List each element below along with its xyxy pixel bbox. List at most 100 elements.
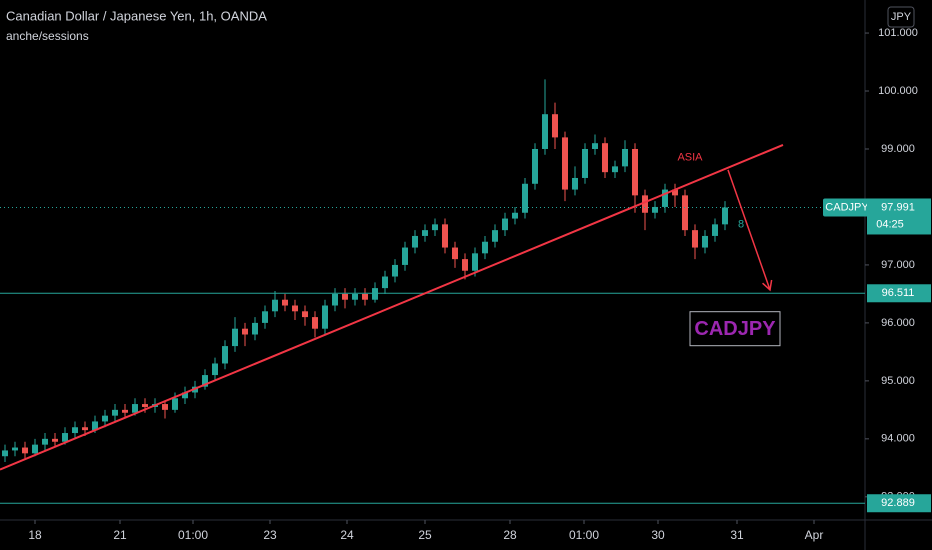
candle-body (452, 247, 458, 260)
arrow-line (727, 169, 771, 291)
candle-body (292, 305, 298, 312)
x-tick-label: 01:00 (178, 528, 208, 542)
x-tick-label: 21 (113, 528, 127, 542)
y-tick-label: 95.000 (881, 375, 915, 387)
candle-body (242, 328, 248, 335)
x-tick-label: 31 (730, 528, 744, 542)
x-tick-label: 25 (418, 528, 432, 542)
candle-body (132, 404, 138, 413)
candle-body (62, 433, 68, 442)
candle-body (712, 224, 718, 236)
label-box (689, 311, 781, 347)
candle-body (392, 264, 398, 277)
candle-body (662, 189, 668, 207)
candle-body (672, 189, 678, 196)
candle-body (142, 404, 148, 407)
candle-body (552, 114, 558, 138)
candle-body (182, 392, 188, 399)
currency[interactable]: JPY (891, 11, 912, 23)
candle-body (382, 276, 388, 289)
candle-body (632, 148, 638, 196)
candle-body (32, 444, 38, 454)
annotation: ASIA (677, 152, 703, 164)
level-price: 96.511 (882, 287, 915, 299)
level-price: 92.889 (881, 497, 915, 509)
symbol-tag (823, 198, 871, 217)
candle-body (212, 363, 218, 376)
candle-body (522, 183, 528, 213)
candle-body (472, 253, 478, 271)
candle-body (492, 230, 498, 242)
candle-body (52, 438, 58, 442)
symbol-tag-label: CADJPY (825, 201, 869, 213)
candle-body (112, 409, 118, 416)
candle-body (172, 398, 178, 410)
y-tick-label: 99.000 (881, 143, 915, 155)
x-tick-label: 30 (651, 528, 665, 542)
candle-body (2, 450, 8, 457)
candle-body (82, 427, 88, 431)
candle-body (12, 447, 18, 451)
candle-body (282, 299, 288, 306)
candle-body (372, 288, 378, 300)
candle-body (92, 421, 98, 431)
candle-body (312, 317, 318, 329)
candle-body (102, 415, 108, 422)
candle-body (652, 206, 658, 213)
candle-body (332, 293, 338, 306)
y-tick-label: 101.000 (878, 27, 918, 39)
candle-body (352, 293, 358, 300)
candle-body (322, 305, 328, 329)
candle-body (222, 346, 228, 364)
countdown: 04:25 (876, 218, 904, 230)
candle-body (42, 438, 48, 445)
candle-body (462, 259, 468, 271)
annotation: 8 (738, 218, 744, 230)
candle-body (232, 328, 238, 347)
last-price: 97.991 (881, 201, 915, 213)
arrow-head (762, 279, 773, 292)
level-price-tag (867, 494, 931, 513)
candle-body (122, 409, 128, 413)
x-tick-label: 01:00 (569, 528, 599, 542)
x-tick-label: Apr (805, 528, 824, 542)
currency-box[interactable] (887, 6, 915, 28)
last-price-tag (867, 198, 931, 235)
candle-body (572, 177, 578, 190)
candle-body (342, 293, 348, 300)
indicator-name: anche/sessions (6, 29, 89, 43)
candle-body (502, 218, 508, 231)
candle-body (422, 230, 428, 236)
candle-body (542, 114, 548, 149)
candle-body (402, 247, 408, 265)
candle-body (532, 148, 538, 184)
level-price-tag (867, 284, 931, 303)
y-tick-label: 94.000 (881, 433, 915, 445)
candle-body (602, 143, 608, 173)
candle-body (682, 195, 688, 231)
y-tick-label: 96.000 (881, 317, 915, 329)
candle-body (272, 299, 278, 312)
candle-body (252, 322, 258, 335)
label-box-text: CADJPY (694, 318, 776, 340)
candle-body (582, 148, 588, 178)
candle-body (72, 427, 78, 434)
candle-body (482, 241, 488, 254)
candle-body (262, 311, 268, 323)
candle-body (362, 293, 368, 300)
x-tick-label: 18 (28, 528, 42, 542)
candle-body (442, 224, 448, 248)
chart-title: Canadian Dollar / Japanese Yen, 1h, OAND… (6, 8, 267, 23)
candle-body (612, 166, 618, 173)
candle-body (302, 311, 308, 318)
candle-body (592, 143, 598, 149)
y-tick-label: 100.000 (878, 85, 918, 97)
trendline (0, 144, 784, 471)
candle-body (692, 230, 698, 248)
candle-body (22, 447, 28, 454)
x-tick-label: 28 (503, 528, 517, 542)
y-tick-label: 97.000 (881, 259, 915, 271)
candle-body (412, 235, 418, 248)
